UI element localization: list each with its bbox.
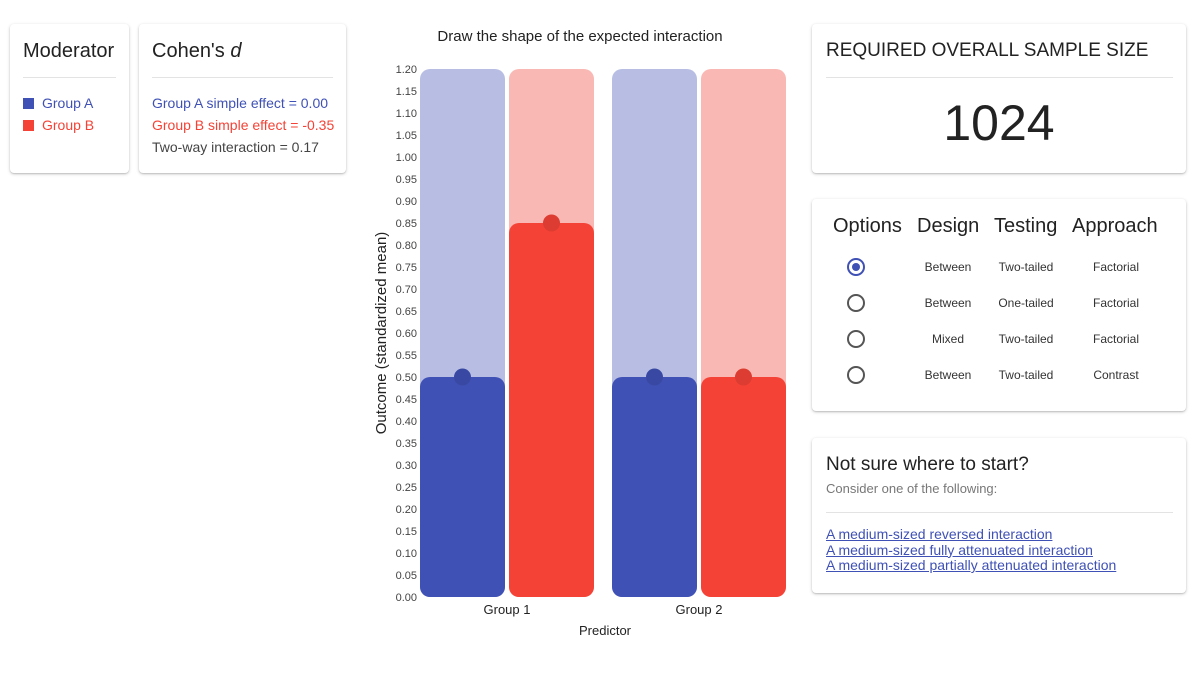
y-tick-label: 1.15 bbox=[396, 86, 417, 98]
option-radio-2[interactable] bbox=[847, 294, 865, 312]
y-tick-label: 0.45 bbox=[396, 394, 417, 406]
interaction-effect: Two-way interaction = 0.17 bbox=[152, 139, 319, 155]
group-b-effect: Group B simple effect = -0.35 bbox=[152, 117, 335, 133]
y-tick-label: 0.05 bbox=[396, 570, 417, 582]
group-a-swatch bbox=[23, 97, 34, 109]
design-header: Design bbox=[917, 215, 980, 237]
y-tick-label: 0.70 bbox=[396, 284, 417, 296]
option-radio-1[interactable] bbox=[847, 258, 865, 276]
y-tick-label: 0.80 bbox=[396, 240, 417, 252]
y-tick-label: 1.05 bbox=[396, 130, 417, 142]
drag-handle-group-b-group-2[interactable] bbox=[735, 368, 752, 386]
chart-title: Draw the shape of the expected interacti… bbox=[437, 28, 723, 45]
legend-item-group-a: Group A bbox=[23, 95, 94, 111]
legend-item-group-b: Group B bbox=[23, 117, 94, 133]
bar-group-b-group-2[interactable] bbox=[701, 377, 786, 597]
bar-group-b-group-1[interactable] bbox=[509, 223, 594, 597]
suggestions-divider bbox=[826, 512, 1173, 513]
drag-handle-group-b-group-1[interactable] bbox=[543, 214, 560, 232]
x-category-label: Group 1 bbox=[484, 602, 531, 617]
y-tick-label: 0.55 bbox=[396, 350, 417, 362]
moderator-legend: Group A Group B bbox=[23, 95, 94, 139]
sample-size-divider bbox=[826, 77, 1173, 78]
group-a-effect: Group A simple effect = 0.00 bbox=[152, 95, 329, 111]
moderator-title: Moderator bbox=[23, 40, 115, 62]
y-tick-label: 0.85 bbox=[396, 218, 417, 230]
option-3-testing: Two-tailed bbox=[998, 332, 1054, 346]
y-tick-label: 0.20 bbox=[396, 504, 417, 516]
legend-label-group-a: Group A bbox=[42, 95, 94, 111]
option-4-testing: Two-tailed bbox=[998, 368, 1054, 382]
sample-size-card: REQUIRED OVERALL SAMPLE SIZE 1024 bbox=[812, 24, 1186, 173]
legend-label-group-b: Group B bbox=[42, 117, 95, 133]
y-tick-label: 0.90 bbox=[396, 196, 417, 208]
bar-group-a-group-1[interactable] bbox=[420, 377, 505, 597]
cohens-d-title-text: Cohen's bbox=[152, 40, 225, 62]
suggestions-subtitle: Consider one of the following: bbox=[826, 481, 998, 496]
suggestion-reversed-link[interactable]: A medium-sized reversed interaction bbox=[826, 526, 1053, 542]
sample-size-value: 1024 bbox=[943, 95, 1055, 151]
option-4-design: Between bbox=[924, 368, 972, 382]
y-tick-label: 1.10 bbox=[396, 108, 417, 120]
option-3-approach: Factorial bbox=[1092, 332, 1139, 346]
y-tick-label: 0.00 bbox=[396, 592, 417, 604]
y-tick-label: 0.10 bbox=[396, 548, 417, 560]
y-tick-label: 0.60 bbox=[396, 328, 417, 340]
sample-size-title: REQUIRED OVERALL SAMPLE SIZE bbox=[826, 40, 1149, 61]
moderator-card: Moderator Group A Group B bbox=[10, 24, 129, 173]
y-tick-label: 1.00 bbox=[396, 152, 417, 164]
option-3-design: Mixed bbox=[931, 332, 964, 346]
y-tick-label: 0.25 bbox=[396, 482, 417, 494]
y-tick-label: 0.75 bbox=[396, 262, 417, 274]
y-tick-label: 0.30 bbox=[396, 460, 417, 472]
suggestions-title: Not sure where to start? bbox=[826, 454, 1029, 475]
option-1-approach: Factorial bbox=[1092, 260, 1139, 274]
y-tick-label: 0.65 bbox=[396, 306, 417, 318]
option-2-approach: Factorial bbox=[1092, 296, 1139, 310]
y-tick-label: 0.95 bbox=[396, 174, 417, 186]
option-4-approach: Contrast bbox=[1093, 368, 1139, 382]
chart-svg[interactable]: 0.00 0.05 0.10 0.15 0.20 0.25 0.30 0.35 0.40 0.45… bbox=[360, 20, 800, 650]
y-axis-label: Outcome (standardized mean) bbox=[373, 232, 390, 435]
group-b-swatch bbox=[23, 119, 34, 131]
y-tick-label: 1.20 bbox=[396, 64, 417, 76]
option-radio-4[interactable] bbox=[847, 366, 865, 384]
y-tick-label: 0.50 bbox=[396, 372, 417, 384]
drag-handle-group-a-group-1[interactable] bbox=[454, 368, 471, 386]
x-category-label: Group 2 bbox=[676, 602, 723, 617]
cohens-d-symbol: d bbox=[230, 40, 242, 62]
cohens-d-title: Cohen's d bbox=[152, 40, 241, 63]
moderator-divider bbox=[23, 77, 116, 78]
option-1-testing: Two-tailed bbox=[998, 260, 1054, 274]
cohens-d-divider bbox=[152, 77, 333, 78]
interaction-chart: Draw the shape of the expected interacti… bbox=[360, 20, 800, 650]
cohens-d-stats: Group A simple effect = 0.00 Group B sim… bbox=[152, 95, 334, 161]
y-tick-label: 0.35 bbox=[396, 438, 417, 450]
options-card bbox=[812, 199, 1186, 411]
x-axis-label: Predictor bbox=[579, 623, 632, 638]
suggestion-partially-attenuated-link[interactable]: A medium-sized partially attenuated inte… bbox=[826, 557, 1117, 573]
drag-handle-group-a-group-2[interactable] bbox=[646, 368, 663, 386]
options-header: Options bbox=[833, 215, 902, 237]
testing-header: Testing bbox=[994, 215, 1058, 237]
option-radio-3[interactable] bbox=[847, 330, 865, 348]
y-tick-label: 0.15 bbox=[396, 526, 417, 538]
approach-header: Approach bbox=[1072, 215, 1158, 237]
suggestions-card: Not sure where to start? Consider one of… bbox=[812, 438, 1186, 593]
option-2-testing: One-tailed bbox=[998, 296, 1054, 310]
option-2-design: Between bbox=[924, 296, 972, 310]
option-1-design: Between bbox=[924, 260, 972, 274]
suggestions-links: A medium-sized reversed interaction A me… bbox=[826, 526, 1117, 574]
cohens-d-card: Cohen's d Group A simple effect = 0.00 G… bbox=[139, 24, 346, 173]
y-tick-label: 0.40 bbox=[396, 416, 417, 428]
suggestion-fully-attenuated-link[interactable]: A medium-sized fully attenuated interact… bbox=[826, 541, 1093, 558]
bar-group-a-group-2[interactable] bbox=[612, 377, 697, 597]
